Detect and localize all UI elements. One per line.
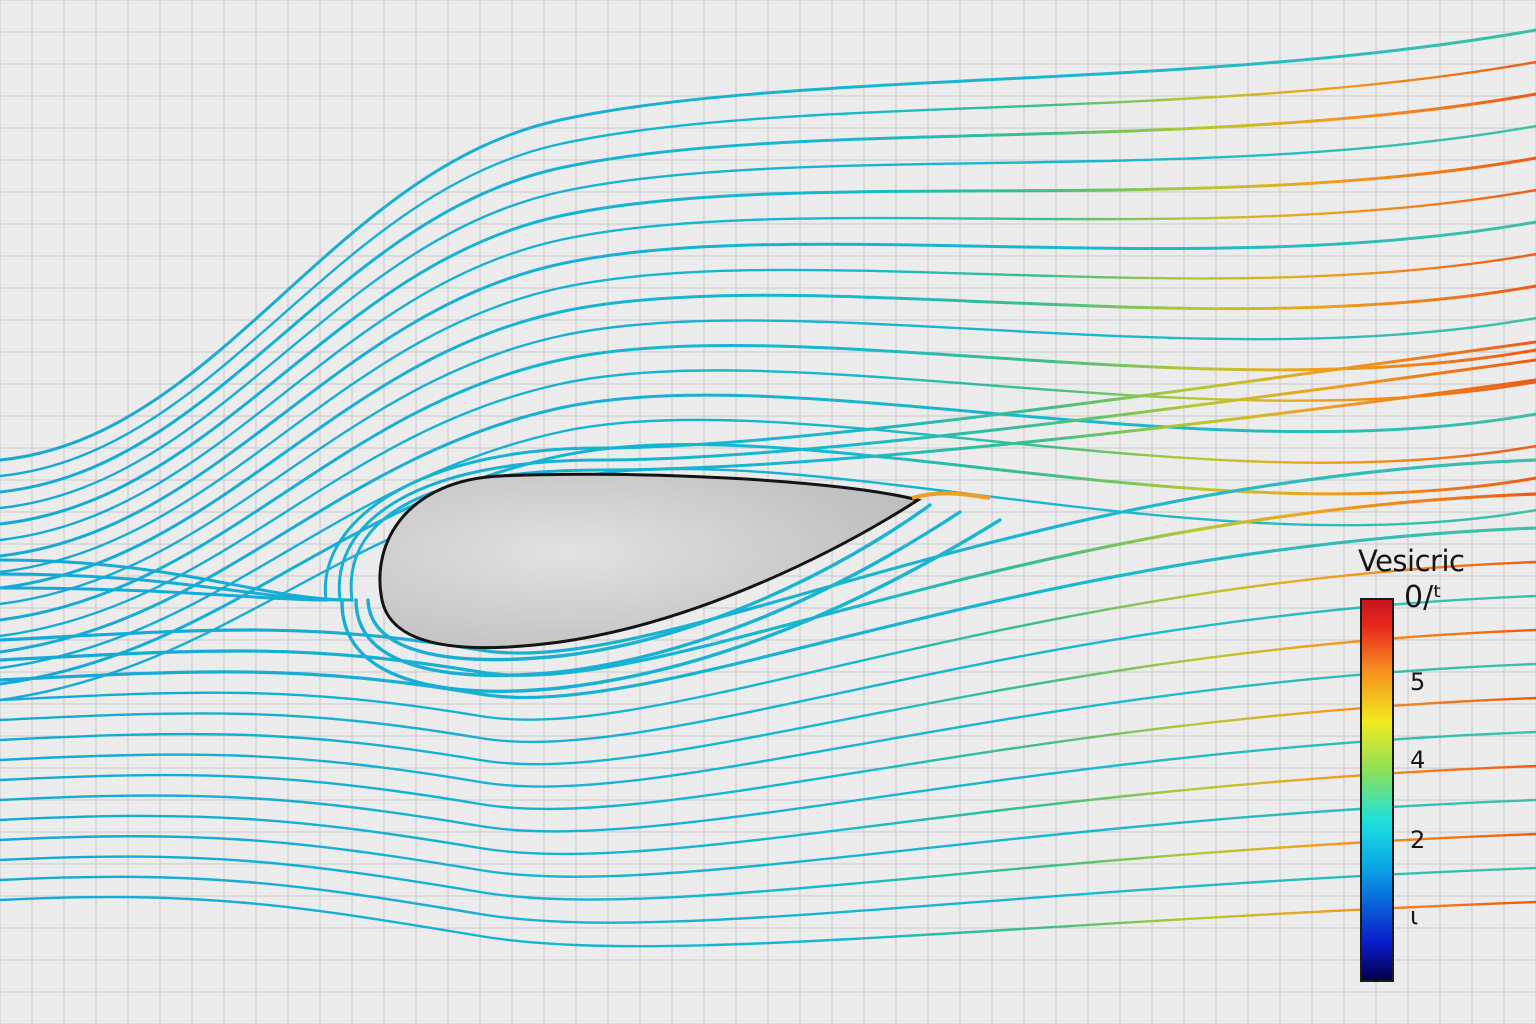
colorbar [1360, 598, 1394, 982]
streamline [0, 458, 1536, 655]
airfoil [378, 472, 922, 650]
colorbar-tick-4: 4 [1410, 746, 1426, 774]
streamline [354, 510, 962, 678]
streamline [0, 696, 1536, 811]
streamline [0, 316, 1536, 606]
trailing-edge-wake [911, 491, 991, 500]
streamline [340, 518, 1002, 693]
streamline [366, 503, 932, 662]
streamline [0, 594, 1536, 744]
streamline [0, 340, 1536, 602]
streamline [0, 358, 1536, 602]
streamline [0, 156, 1536, 526]
streamline [0, 832, 1536, 901]
colorbar-tick-5: 5 [1410, 668, 1426, 696]
streamline [0, 798, 1536, 878]
streamline [0, 418, 1536, 670]
streamline [0, 526, 1536, 699]
colorbar-tick-2: 2 [1410, 826, 1426, 854]
streamline [0, 343, 1536, 622]
streamlines [0, 28, 1536, 948]
colorbar-title: Vesicric [1358, 544, 1465, 578]
colorbar-tick-1: ι [1410, 902, 1419, 930]
streamline [0, 284, 1536, 590]
streamline [0, 764, 1536, 856]
streamline [0, 220, 1536, 558]
streamline [0, 560, 1536, 721]
streamline [0, 92, 1536, 494]
streamline [0, 866, 1536, 924]
streamline [0, 662, 1536, 788]
streamline [0, 124, 1536, 510]
streamline [0, 895, 1536, 948]
streamline [0, 730, 1536, 833]
streamline [0, 188, 1536, 542]
streamline [0, 252, 1536, 574]
streamline [0, 628, 1536, 766]
streamline [0, 28, 1536, 462]
colorbar-tick-top: 0/ᵗ [1404, 580, 1443, 615]
streamline [0, 60, 1536, 478]
